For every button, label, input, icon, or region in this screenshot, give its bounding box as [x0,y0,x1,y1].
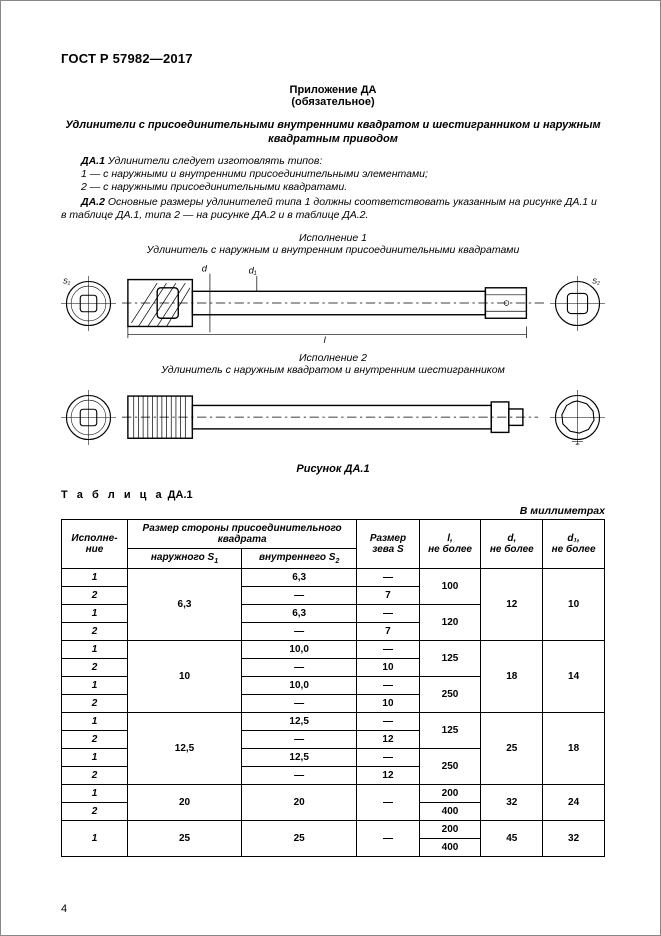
fig1-exec: Исполнение 1 [61,232,605,244]
endview-right-square: S₂ [550,276,605,331]
th-exec: Исполне- ние [62,519,128,568]
svg-text:d₁: d₁ [249,266,257,276]
fig2-desc: Удлинитель с наружным квадратом и внутре… [61,364,605,376]
gost-number: ГОСТ Р 57982—2017 [61,51,605,66]
fig1-desc: Удлинитель с наружным и внутренним присо… [61,244,605,256]
figure-1: S₁ l d [61,262,605,344]
th-d1: d₁, не более [543,519,605,568]
svg-text:S: S [575,442,580,445]
table-row: 12525—2004532 [62,820,605,838]
table-da1: Исполне- ние Размер стороны присоедините… [61,519,605,857]
page-number: 4 [61,903,67,915]
appendix-title: Приложение ДА [61,84,605,96]
th-s: Размер зева S [357,519,419,568]
table-row: 16,36,3—1001210 [62,568,605,586]
figure-label: Рисунок ДА.1 [61,463,605,475]
svg-text:S₁: S₁ [63,276,71,285]
svg-text:S₂: S₂ [592,276,600,285]
th-sq: Размер стороны присоединительного квадра… [127,519,356,548]
endview-left-square-2 [61,390,116,445]
th-l: l, не более [419,519,481,568]
endview-left-square: S₁ [61,276,116,331]
tool-body-1: l d d₁ [122,262,544,344]
figure-2: S [61,382,605,452]
table-row: 112,512,5—1252518 [62,712,605,730]
table-units: В миллиметрах [61,505,605,517]
paragraph-da1: ДА.1 Удлинители следует изготовлять типо… [61,155,605,194]
tool-body-2 [122,382,544,452]
th-s2: внутреннего S2 [242,548,357,568]
fig2-exec: Исполнение 2 [61,352,605,364]
th-s1: наружного S1 [127,548,241,568]
svg-text:l: l [324,335,327,344]
paragraph-da2: ДА.2 Основные размеры удлинителей типа 1… [61,196,605,222]
appendix-type: (обязательное) [61,96,605,108]
th-d: d, не более [481,519,543,568]
table-label: Т а б л и ц а ДА.1 [61,489,605,501]
table-row: 11010,0—1251814 [62,640,605,658]
svg-text:d: d [202,264,208,274]
main-title: Удлинители с присоединительными внутренн… [61,118,605,147]
endview-right-hex: S [550,390,605,445]
table-row: 12020—2003224 [62,784,605,802]
